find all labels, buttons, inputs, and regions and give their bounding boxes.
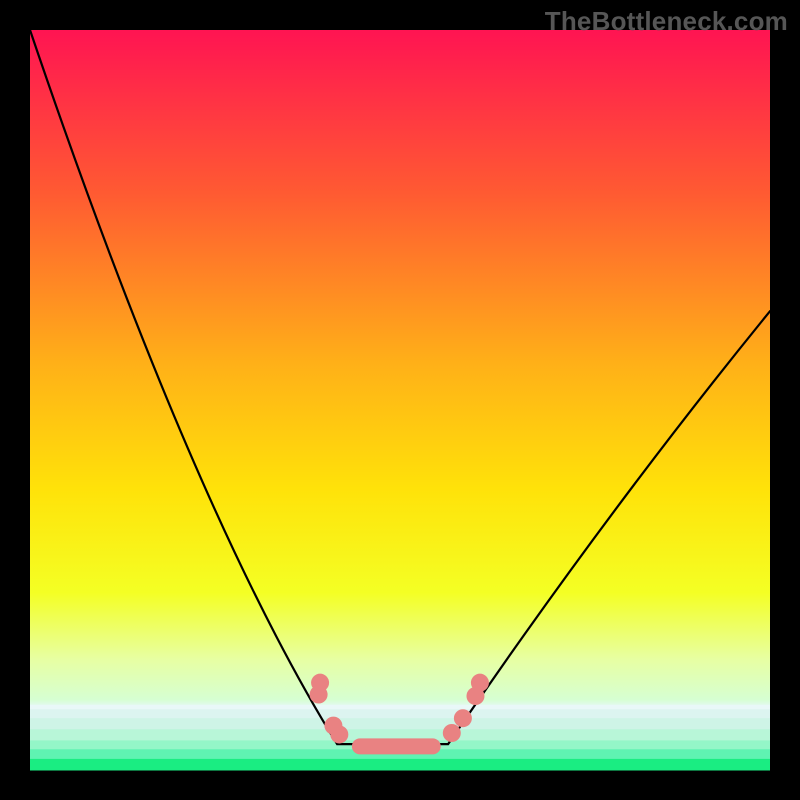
bottom-stripe xyxy=(30,709,770,718)
gradient-background xyxy=(30,30,770,770)
plateau-marker xyxy=(352,738,441,754)
curve-marker xyxy=(330,725,348,743)
bottom-stripe xyxy=(30,705,770,710)
chart-svg xyxy=(0,0,800,800)
curve-marker xyxy=(454,709,472,727)
watermark-text: TheBottleneck.com xyxy=(545,6,788,37)
curve-marker xyxy=(310,686,328,704)
curve-marker xyxy=(471,674,489,692)
bottom-stripe xyxy=(30,759,770,771)
bottom-stripe xyxy=(30,718,770,730)
curve-marker xyxy=(443,724,461,742)
chart-frame: TheBottleneck.com xyxy=(0,0,800,800)
